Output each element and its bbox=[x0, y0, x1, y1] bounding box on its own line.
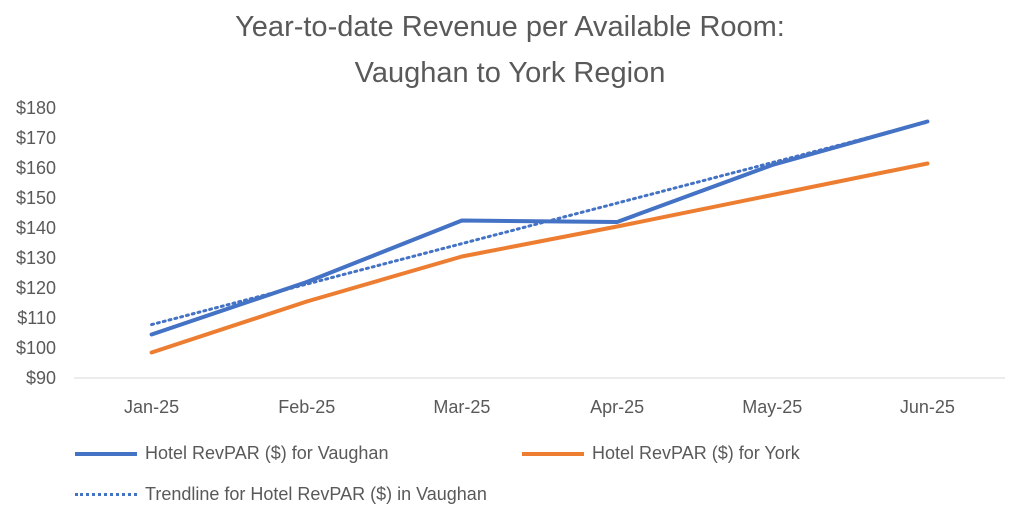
x-tick-label: Jun-25 bbox=[900, 397, 955, 417]
x-tick-label: Jan-25 bbox=[124, 397, 179, 417]
y-tick-label: $150 bbox=[16, 188, 56, 208]
series-line-trendline bbox=[150, 120, 929, 327]
legend-label-vaughan: Hotel RevPAR ($) for Vaughan bbox=[145, 443, 389, 463]
y-tick-label: $90 bbox=[26, 368, 56, 388]
y-tick-label: $170 bbox=[16, 128, 56, 148]
y-tick-label: $100 bbox=[16, 338, 56, 358]
legend-swatch-york bbox=[522, 451, 584, 456]
chart-title: Year-to-date Revenue per Available Room:… bbox=[0, 4, 1020, 96]
y-tick-label: $120 bbox=[16, 278, 56, 298]
y-tick-label: $130 bbox=[16, 248, 56, 268]
legend-swatch-vaughan bbox=[75, 451, 137, 456]
x-tick-label: Mar-25 bbox=[433, 397, 490, 417]
legend-item-trendline: Trendline for Hotel RevPAR ($) in Vaugha… bbox=[75, 484, 487, 505]
legend-label-york: Hotel RevPAR ($) for York bbox=[592, 443, 800, 463]
y-tick-label: $160 bbox=[16, 158, 56, 178]
series-line-vaughan bbox=[149, 119, 930, 337]
legend-item-vaughan: Hotel RevPAR ($) for Vaughan bbox=[75, 443, 388, 464]
x-tick-label: Apr-25 bbox=[590, 397, 644, 417]
chart-title-line-1: Year-to-date Revenue per Available Room: bbox=[235, 11, 785, 43]
chart-title-line-2: Vaughan to York Region bbox=[354, 57, 666, 89]
y-tick-label: $180 bbox=[16, 98, 56, 118]
legend-label-trendline: Trendline for Hotel RevPAR ($) in Vaugha… bbox=[145, 484, 487, 504]
legend-swatch-trendline bbox=[75, 493, 137, 496]
y-tick-label: $110 bbox=[17, 308, 56, 328]
x-tick-label: May-25 bbox=[742, 397, 802, 417]
series-line-york bbox=[149, 161, 930, 355]
x-tick-label: Feb-25 bbox=[278, 397, 335, 417]
y-tick-label: $140 bbox=[16, 218, 56, 238]
legend-item-york: Hotel RevPAR ($) for York bbox=[522, 443, 800, 464]
